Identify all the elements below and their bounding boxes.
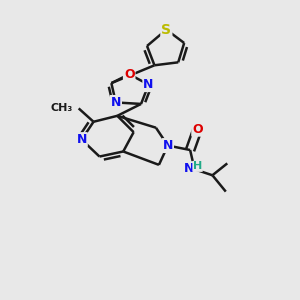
Text: S: S	[161, 22, 171, 37]
Text: CH₃: CH₃	[50, 103, 73, 113]
Text: O: O	[124, 68, 134, 81]
Text: N: N	[163, 139, 173, 152]
Text: N: N	[111, 96, 121, 109]
Text: N: N	[143, 78, 154, 91]
Text: O: O	[192, 123, 203, 136]
Text: N: N	[184, 162, 195, 175]
Text: N: N	[76, 133, 87, 146]
Text: H: H	[193, 161, 202, 171]
